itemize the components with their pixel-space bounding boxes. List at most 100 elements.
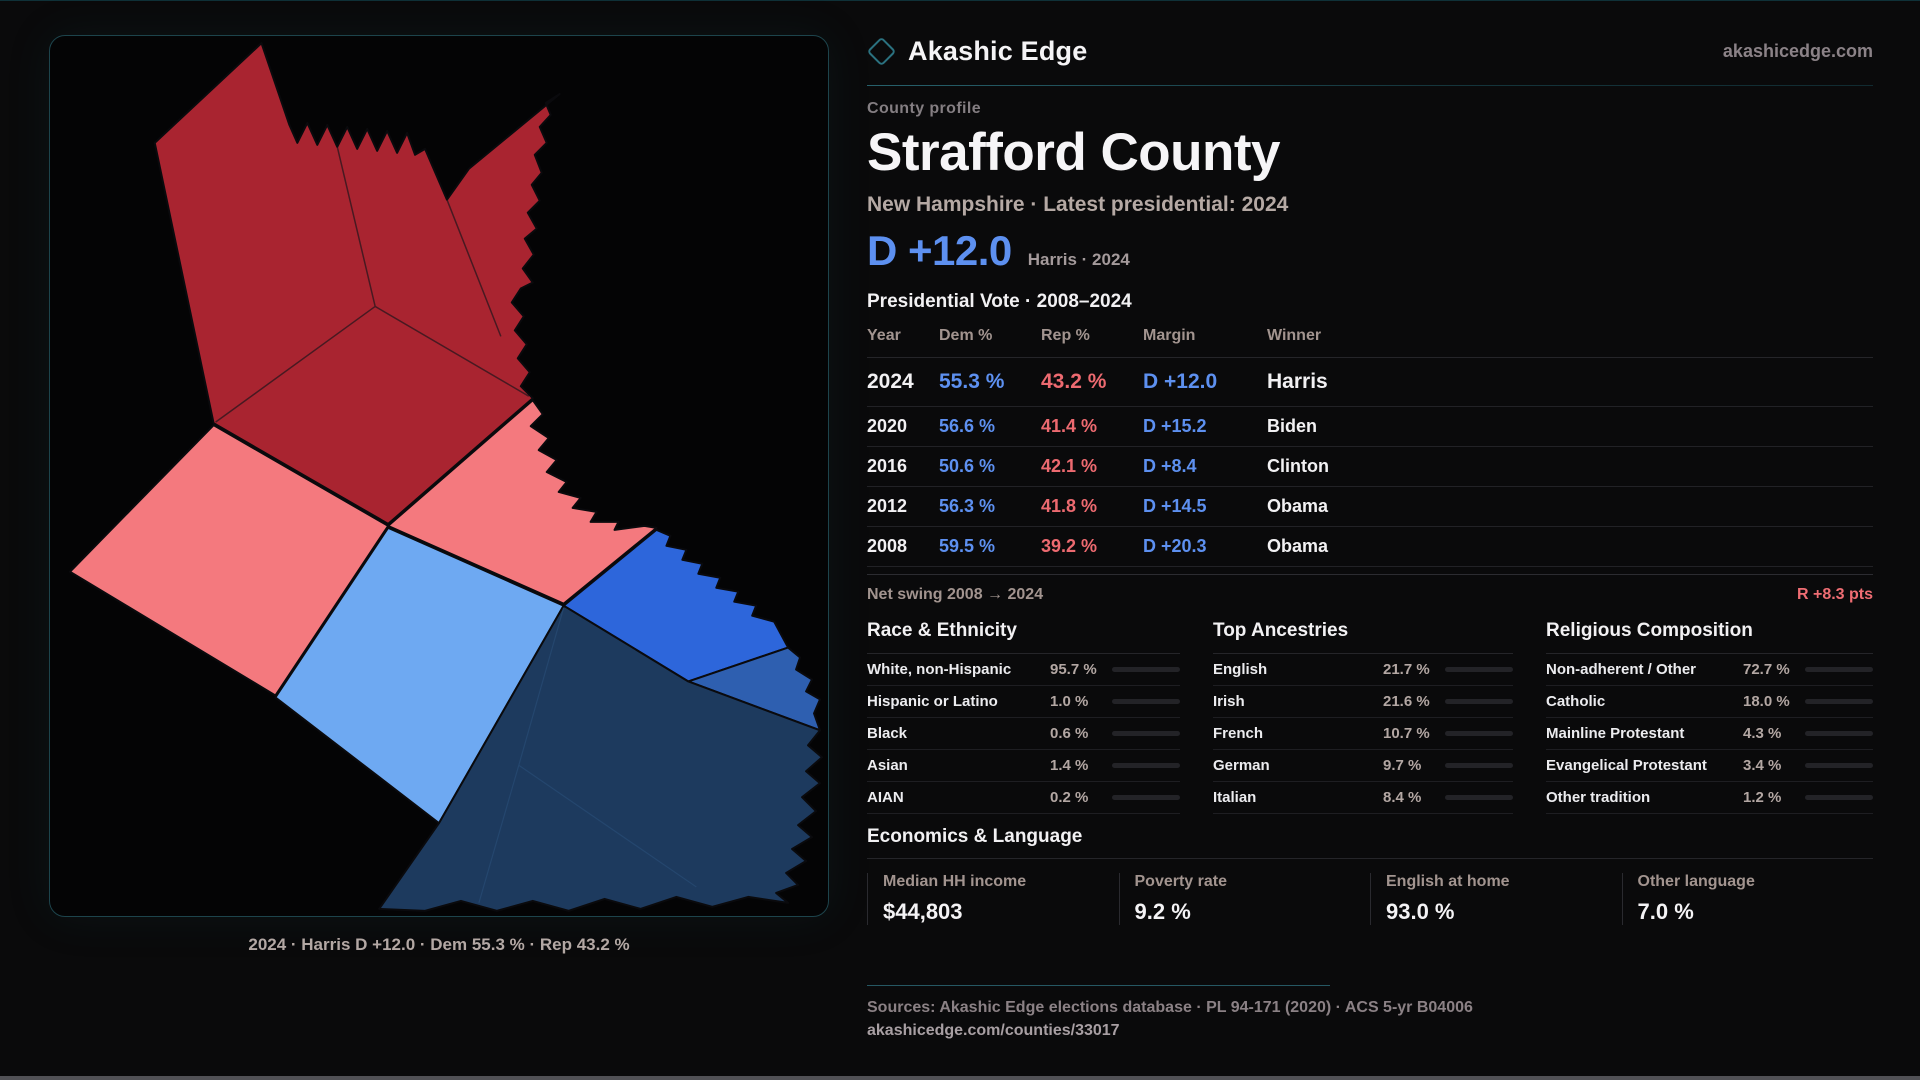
brand-domain-link[interactable]: akashicedge.com <box>1722 40 1873 61</box>
cell-rep: 41.8 % <box>1041 496 1098 516</box>
cell-year: 2012 <box>867 496 908 516</box>
vote-table: Year Dem % Rep % Margin Winner 2024 55.3… <box>867 321 1873 567</box>
demo-label: English <box>1213 661 1268 678</box>
list-item: White, non-Hispanic 95.7 % <box>867 654 1180 686</box>
demo-label: Mainline Protestant <box>1546 725 1685 742</box>
stat-value: 7.0 % <box>1637 899 1694 924</box>
list-item: Italian 8.4 % <box>1213 782 1513 814</box>
section-title: Top Ancestries <box>1213 620 1513 654</box>
county-region-center-lean-rep[interactable] <box>387 399 658 605</box>
demo-bar-track <box>1445 699 1513 704</box>
section-race-ethnicity: Race & Ethnicity White, non-Hispanic 95.… <box>867 620 1180 814</box>
section-title: Religious Composition <box>1546 620 1873 654</box>
cell-dem: 56.3 % <box>939 496 996 516</box>
headline-margin: D +12.0 Harris · 2024 <box>867 227 1873 275</box>
list-item: French 10.7 % <box>1213 718 1513 750</box>
net-swing-row: Net swing 2008 → 2024 R +8.3 pts <box>867 586 1873 604</box>
list-item: Evangelical Protestant 3.4 % <box>1546 750 1873 782</box>
demo-bar-track <box>1112 667 1180 672</box>
list-item: Non-adherent / Other 72.7 % <box>1546 654 1873 686</box>
county-strafford-highlight[interactable] <box>562 528 790 683</box>
col-winner: Winner <box>1267 327 1322 344</box>
demo-value: 1.0 % <box>1050 693 1089 710</box>
demo-value: 0.6 % <box>1050 725 1089 742</box>
stat-poverty-rate: Poverty rate 9.2 % <box>1118 873 1371 925</box>
col-dem: Dem % <box>939 327 993 344</box>
demo-bar-track <box>1805 795 1873 800</box>
page-subtitle: New Hampshire · Latest presidential: 202… <box>867 193 1289 216</box>
list-item: English 21.7 % <box>1213 654 1513 686</box>
demo-value: 21.7 % <box>1383 661 1430 678</box>
demo-value: 9.7 % <box>1383 757 1422 774</box>
demographics-grid: Race & Ethnicity White, non-Hispanic 95.… <box>867 620 1873 814</box>
stat-value: 93.0 % <box>1386 899 1455 924</box>
vote-table-header: Year Dem % Rep % Margin Winner <box>867 321 1873 358</box>
cell-year: 2024 <box>867 370 914 393</box>
demo-bar-track <box>1445 763 1513 768</box>
demo-bar-track <box>1805 667 1873 672</box>
demo-bar-track <box>1112 795 1180 800</box>
economics-title: Economics & Language <box>867 826 1873 859</box>
stat-label: Other language <box>1637 873 1755 890</box>
cell-dem: 55.3 % <box>939 370 1005 393</box>
cell-margin: D +15.2 <box>1143 416 1207 436</box>
demo-bar-track <box>1805 699 1873 704</box>
county-region-west-lean-rep[interactable] <box>68 424 390 697</box>
list-item: Irish 21.6 % <box>1213 686 1513 718</box>
economics-stats: Median HH income $44,803 Poverty rate 9.… <box>867 873 1873 925</box>
eyebrow-label: County profile <box>867 100 982 117</box>
cell-rep: 39.2 % <box>1041 536 1098 556</box>
demo-value: 8.4 % <box>1383 789 1422 806</box>
net-swing-divider <box>867 574 1873 575</box>
list-item: Mainline Protestant 4.3 % <box>1546 718 1873 750</box>
col-rep: Rep % <box>1041 327 1090 344</box>
headline-margin-value: D +12.0 <box>867 227 1012 274</box>
footer: Sources: Akashic Edge elections database… <box>867 985 1873 1040</box>
county-map-card <box>49 35 829 917</box>
demo-bar-track <box>1445 731 1513 736</box>
demo-value: 0.2 % <box>1050 789 1089 806</box>
demo-bar-track <box>1112 731 1180 736</box>
county-region-coastal-dem[interactable] <box>687 646 822 732</box>
cell-winner: Obama <box>1267 536 1329 556</box>
diamond-logo-icon <box>866 36 897 66</box>
demo-value: 10.7 % <box>1383 725 1430 742</box>
cell-year: 2008 <box>867 536 908 556</box>
demo-value: 18.0 % <box>1743 693 1790 710</box>
list-item: Hispanic or Latino 1.0 % <box>867 686 1180 718</box>
demo-value: 95.7 % <box>1050 661 1097 678</box>
map-caption: 2024 · Harris D +12.0 · Dem 55.3 % · Rep… <box>248 935 630 954</box>
demo-bar-track <box>1805 763 1873 768</box>
cell-winner: Obama <box>1267 496 1329 516</box>
cell-rep: 41.4 % <box>1041 416 1098 436</box>
sources-text: Sources: Akashic Edge elections database… <box>867 999 1473 1016</box>
table-row: 2024 55.3 % 43.2 % D +12.0 Harris <box>867 358 1873 407</box>
stat-median-income: Median HH income $44,803 <box>867 873 1119 925</box>
stat-label: Poverty rate <box>1134 873 1228 890</box>
cell-winner: Harris <box>1267 370 1328 393</box>
cell-margin: D +20.3 <box>1143 536 1207 556</box>
stat-value: $44,803 <box>883 899 963 924</box>
cell-dem: 56.6 % <box>939 416 996 436</box>
stat-label: English at home <box>1386 873 1510 890</box>
demo-label: Catholic <box>1546 693 1606 710</box>
county-url-link[interactable]: akashicedge.com/counties/33017 <box>867 1022 1120 1039</box>
headline-margin-note: Harris · 2024 <box>1027 250 1130 269</box>
table-row: 2012 56.3 % 41.8 % D +14.5 Obama <box>867 487 1873 527</box>
demo-value: 1.4 % <box>1050 757 1089 774</box>
demo-label: Evangelical Protestant <box>1546 757 1707 774</box>
demo-value: 72.7 % <box>1743 661 1790 678</box>
county-region-southeast-strong-dem[interactable] <box>378 604 824 912</box>
demo-value: 1.2 % <box>1743 789 1782 806</box>
demo-value: 21.6 % <box>1383 693 1430 710</box>
list-item: Other tradition 1.2 % <box>1546 782 1873 814</box>
demo-value: 4.3 % <box>1743 725 1782 742</box>
page-title: Strafford County <box>867 123 1281 182</box>
demo-label: German <box>1213 757 1270 774</box>
county-border-lines-southeast <box>478 607 697 904</box>
county-region-north-strong-rep[interactable] <box>153 42 561 525</box>
net-swing-label: Net swing 2008 → 2024 <box>867 586 1044 603</box>
cell-dem: 59.5 % <box>939 536 996 556</box>
section-religious-composition: Religious Composition Non-adherent / Oth… <box>1546 620 1873 814</box>
header-bar: Akashic Edge akashicedge.com <box>866 33 1873 69</box>
